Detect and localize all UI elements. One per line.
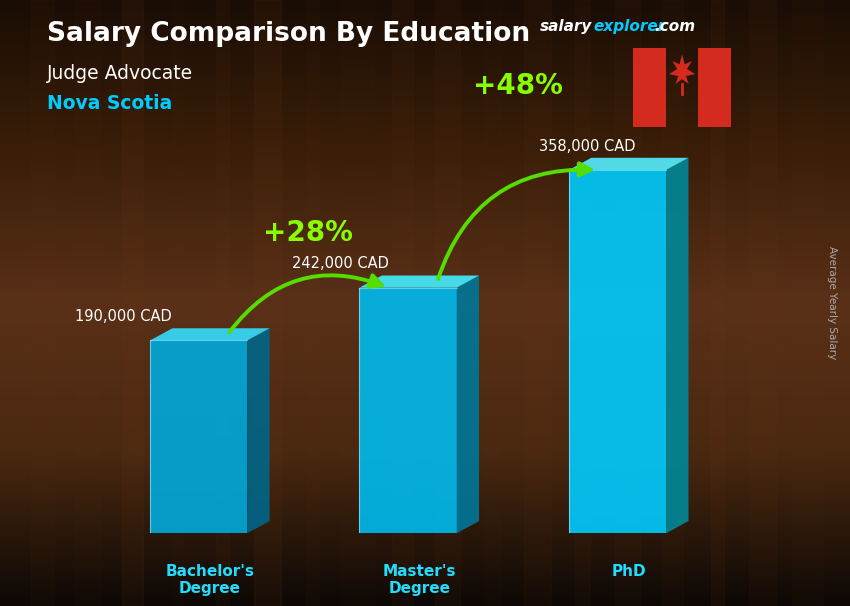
Bar — [611, 0, 644, 606]
Text: 242,000 CAD: 242,000 CAD — [292, 256, 389, 271]
Polygon shape — [247, 328, 269, 533]
Text: Bachelor's
Degree: Bachelor's Degree — [165, 564, 254, 596]
Bar — [752, 0, 773, 606]
Polygon shape — [456, 276, 479, 533]
FancyArrowPatch shape — [438, 163, 591, 279]
Polygon shape — [150, 328, 269, 341]
FancyArrowPatch shape — [230, 275, 382, 332]
Bar — [346, 0, 369, 606]
Text: +48%: +48% — [473, 72, 563, 100]
Polygon shape — [669, 55, 695, 84]
Polygon shape — [699, 48, 731, 127]
Polygon shape — [569, 158, 688, 170]
Bar — [566, 0, 598, 606]
Polygon shape — [569, 170, 666, 533]
Text: .com: .com — [654, 19, 695, 35]
Bar — [528, 0, 547, 606]
Polygon shape — [666, 158, 688, 533]
Text: +28%: +28% — [264, 219, 353, 247]
Bar — [476, 0, 509, 606]
Bar — [443, 0, 452, 606]
Text: Master's
Degree: Master's Degree — [382, 564, 456, 596]
Bar — [120, 0, 145, 606]
Text: 190,000 CAD: 190,000 CAD — [76, 309, 173, 324]
Text: explorer: explorer — [593, 19, 666, 35]
Polygon shape — [150, 341, 247, 533]
Bar — [207, 0, 237, 606]
Text: PhD: PhD — [611, 564, 646, 579]
Bar — [710, 0, 726, 606]
Bar — [37, 0, 48, 606]
Text: salary: salary — [540, 19, 592, 35]
Text: Average Yearly Salary: Average Yearly Salary — [827, 247, 837, 359]
Polygon shape — [360, 288, 456, 533]
Bar — [260, 0, 275, 606]
Polygon shape — [360, 276, 479, 288]
Bar — [299, 0, 326, 606]
Text: Judge Advocate: Judge Advocate — [47, 64, 193, 82]
Text: Salary Comparison By Education: Salary Comparison By Education — [47, 21, 530, 47]
Bar — [660, 0, 684, 606]
Bar — [801, 0, 814, 606]
Polygon shape — [633, 48, 666, 127]
Text: 358,000 CAD: 358,000 CAD — [539, 139, 636, 154]
Bar — [167, 0, 188, 606]
Text: Nova Scotia: Nova Scotia — [47, 94, 172, 113]
Bar — [72, 0, 103, 606]
Bar — [394, 0, 411, 606]
